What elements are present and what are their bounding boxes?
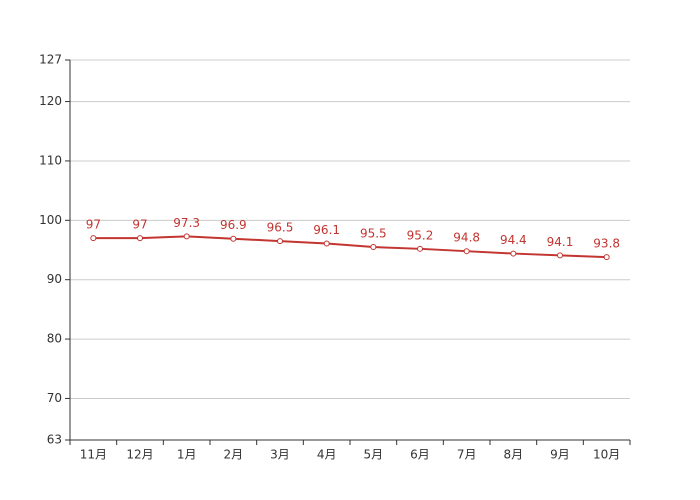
point: [230, 235, 237, 242]
data-label: 93.8: [593, 237, 620, 251]
point: [183, 233, 190, 240]
x-tick-label: 7月: [457, 448, 477, 462]
data-label: 97.3: [173, 216, 200, 230]
point: [323, 240, 330, 247]
point: [137, 235, 143, 242]
line: [93, 235, 607, 259]
x-tick-label: 10月: [593, 448, 620, 462]
y-tick-label: 120: [39, 94, 62, 108]
point: [90, 235, 97, 242]
point: [557, 252, 563, 259]
y-tick-label: 100: [39, 213, 62, 227]
data-label: 95.2: [407, 228, 434, 242]
x-tick-label: 9月: [550, 448, 570, 462]
data-label: 94.1: [547, 235, 574, 249]
data-label: 97: [132, 218, 147, 232]
point: [370, 244, 377, 251]
data-label: 95.5: [360, 227, 387, 241]
y-tick-label: 110: [39, 153, 62, 167]
x-tick-label: 2月: [224, 448, 244, 462]
x-tick-label: 4月: [317, 448, 337, 462]
y-tick-label: 70: [47, 391, 62, 405]
data-label: 94.4: [500, 233, 527, 247]
data-label: 94.8: [453, 231, 480, 245]
point: [510, 250, 517, 257]
data-label: 96.9: [220, 218, 247, 232]
data-label: 97: [86, 218, 101, 232]
y-tick-label: 80: [47, 332, 62, 346]
y-tick-label: 127: [39, 53, 62, 67]
x-tick-label: 6月: [410, 448, 430, 462]
data-label: 96.5: [267, 221, 294, 235]
point: [417, 245, 423, 252]
point: [277, 238, 283, 245]
x-tick-label: 3月: [270, 448, 290, 462]
x-tick-label: 11月: [80, 448, 107, 462]
point: [463, 248, 470, 255]
x-tick-label: 1月: [177, 448, 197, 462]
data-label: 96.1: [313, 223, 340, 237]
y-tick-label: 90: [47, 272, 62, 286]
y-tick-label: 63: [47, 433, 62, 447]
x-tick-label: 12月: [126, 448, 153, 462]
x-tick-label: 5月: [364, 448, 384, 462]
x-tick-label: 8月: [504, 448, 524, 462]
point: [603, 254, 610, 261]
